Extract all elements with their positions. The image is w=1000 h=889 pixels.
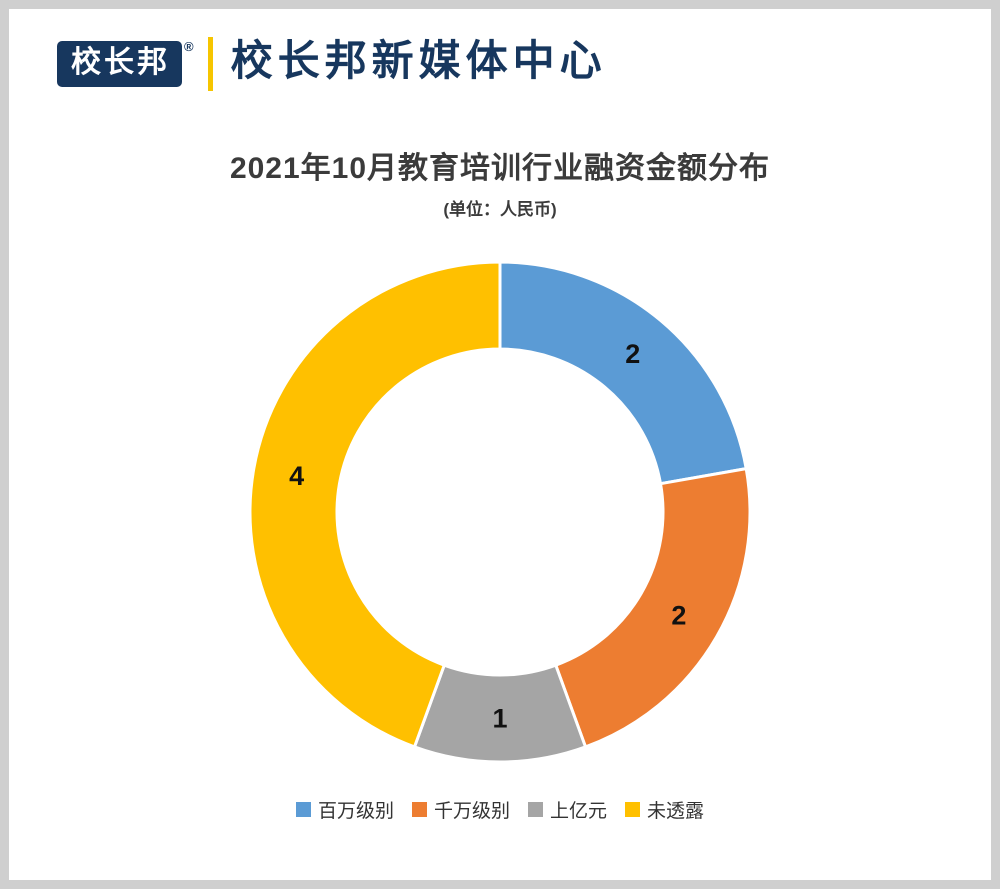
legend-label: 千万级别 (433, 801, 510, 822)
legend-swatch-icon (411, 802, 427, 817)
legend-item-千万级别: 千万级别 (411, 796, 510, 823)
donut-segment-未透露 (248, 260, 502, 749)
header-title: 校长邦新媒体中心 (230, 39, 607, 85)
legend-item-未透露: 未透露 (625, 796, 704, 823)
legend-label: 百万级别 (317, 801, 394, 822)
legend-swatch-icon (528, 802, 543, 817)
chart-legend: 百万级别 千万级别 上亿元 未透露 (9, 796, 991, 823)
data-label-上亿元: 1 (492, 704, 507, 734)
legend-item-百万级别: 百万级别 (295, 796, 394, 823)
header-divider (207, 37, 213, 91)
registered-trademark-icon: ® (184, 39, 194, 54)
data-label-未透露: 4 (289, 461, 304, 491)
legend-item-上亿元: 上亿元 (528, 796, 607, 823)
header: 校长邦 ® 校长邦新媒体中心 (9, 9, 991, 91)
data-label-百万级别: 2 (625, 339, 640, 369)
page: 校长邦 ® 校长邦新媒体中心 2021年10月教育培训行业融资金额分布 (单位：… (9, 9, 991, 880)
chart-subtitle: (单位：人民币) (443, 200, 557, 219)
chart-area: 2 2 1 4 (9, 232, 991, 792)
legend-swatch-icon (295, 802, 311, 817)
donut-chart: 2 2 1 4 (248, 260, 752, 764)
legend-label: 未透露 (647, 801, 705, 822)
donut-segment-百万级别 (498, 260, 748, 486)
logo: 校长邦 (57, 41, 182, 87)
donut-segment-千万级别 (554, 467, 752, 749)
chart-title: 2021年10月教育培训行业融资金额分布 (229, 152, 771, 185)
legend-swatch-icon (625, 802, 641, 817)
legend-label: 上亿元 (550, 801, 608, 822)
data-label-千万级别: 2 (671, 600, 686, 630)
